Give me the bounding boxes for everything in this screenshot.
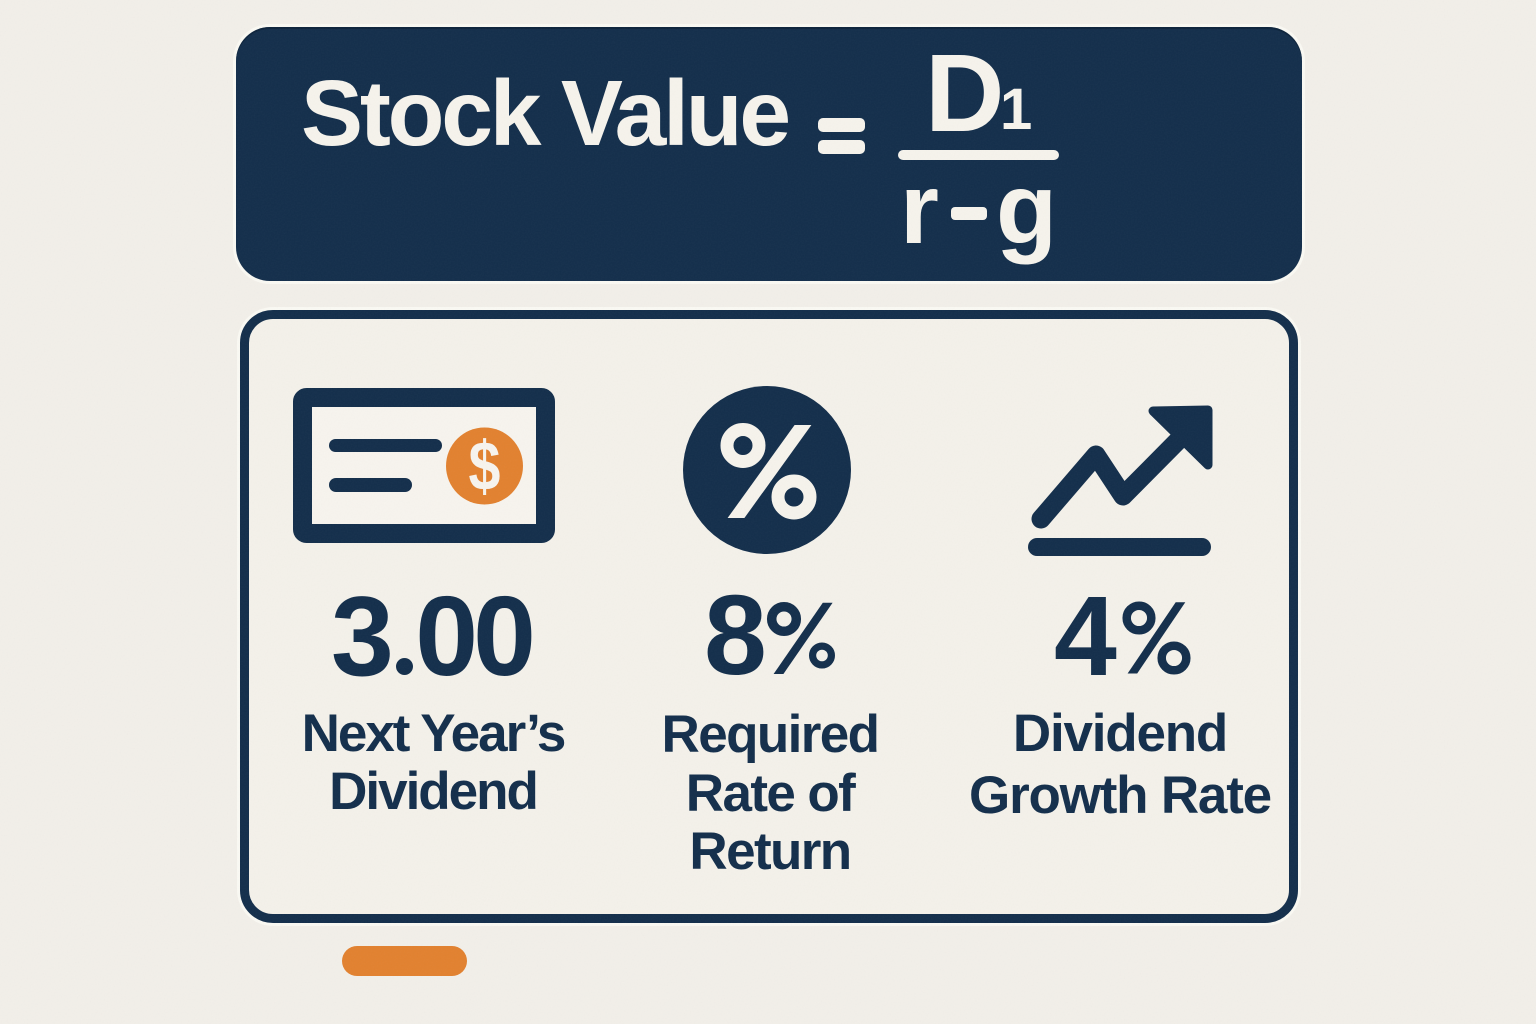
svg-text:$: $: [469, 427, 501, 506]
